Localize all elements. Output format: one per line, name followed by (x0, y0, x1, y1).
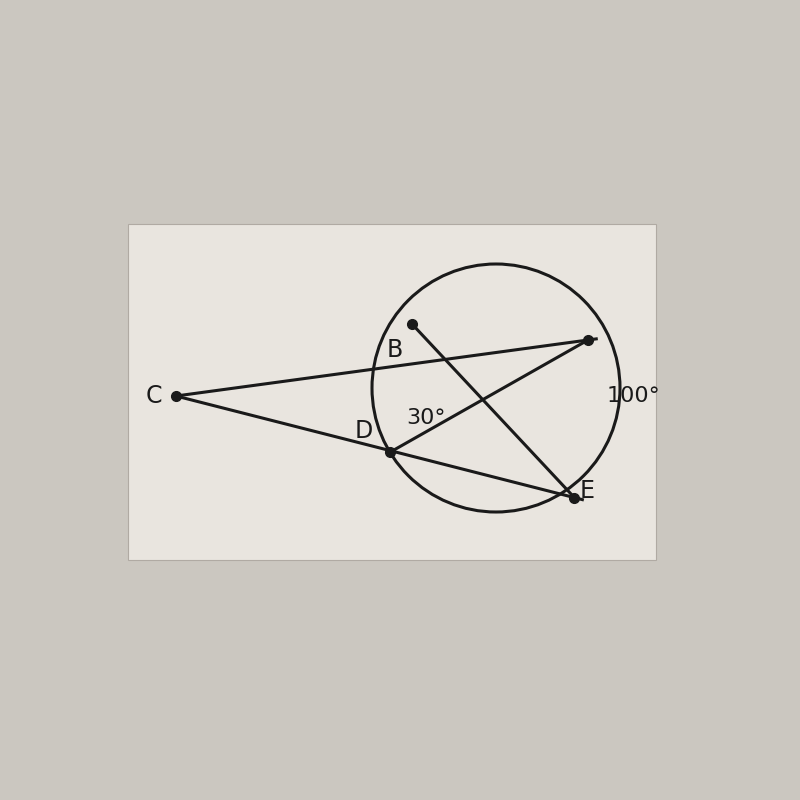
Text: B: B (386, 338, 402, 362)
Text: 30°: 30° (406, 408, 446, 427)
Text: 100°: 100° (606, 386, 660, 406)
Text: C: C (146, 384, 162, 408)
FancyBboxPatch shape (128, 224, 656, 560)
Text: E: E (580, 479, 594, 503)
Text: D: D (354, 419, 373, 443)
